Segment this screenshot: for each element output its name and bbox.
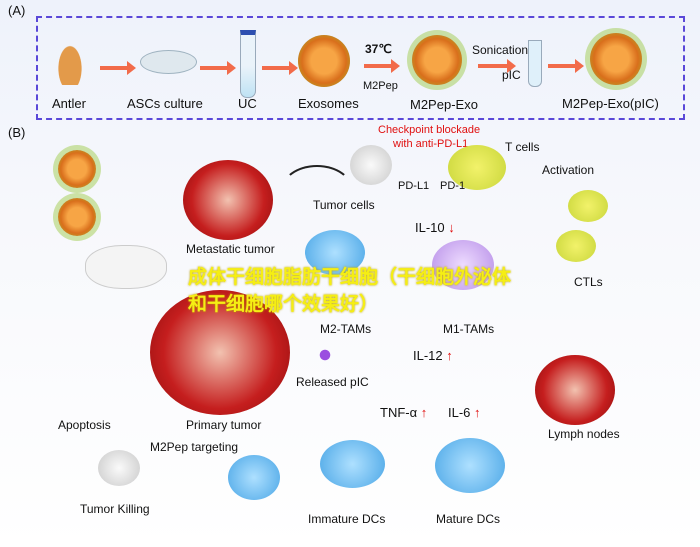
step-uc: UC bbox=[238, 96, 257, 111]
m2pep-exo-icon bbox=[412, 35, 462, 85]
deer-icon bbox=[50, 30, 90, 85]
exosome-icon bbox=[298, 35, 350, 87]
m2-tams-label: M2-TAMs bbox=[320, 322, 372, 336]
tube-icon bbox=[240, 30, 256, 98]
m2pep-targeting-label: M2Pep targeting bbox=[150, 440, 239, 454]
t-cells-label: T cells bbox=[505, 140, 540, 154]
arrow bbox=[100, 61, 136, 75]
tumor-killing-label: Tumor Killing bbox=[80, 502, 150, 516]
petri-dish-icon bbox=[140, 50, 197, 74]
anti-pd-l1-label: with anti-PD-L1 bbox=[393, 138, 469, 150]
panel-b-label: (B) bbox=[8, 125, 26, 140]
m1-tam-icon bbox=[432, 240, 494, 290]
lymph-node-icon bbox=[535, 355, 615, 425]
pic-particles-icon bbox=[305, 340, 345, 370]
immature-dcs-label: Immature DCs bbox=[308, 512, 386, 526]
primary-tumor-label: Primary tumor bbox=[186, 418, 262, 432]
eppendorf-tube-icon bbox=[528, 40, 542, 87]
m2pep-label: M2Pep bbox=[363, 80, 398, 92]
immature-dc-icon bbox=[320, 440, 385, 488]
arrow bbox=[548, 59, 584, 73]
pic-label: pIC bbox=[502, 68, 521, 82]
panel-a-box bbox=[36, 16, 685, 120]
il12-label: IL-12 ↑ bbox=[413, 348, 453, 363]
step-m2pep-exo: M2Pep-Exo bbox=[410, 97, 478, 112]
exosome-icon bbox=[58, 198, 96, 236]
pd-l1-label: PD-L1 bbox=[398, 180, 430, 192]
temperature-label: 37℃ bbox=[365, 42, 392, 56]
ctl-icon bbox=[568, 190, 608, 222]
primary-tumor-icon bbox=[150, 290, 290, 415]
arrow bbox=[478, 59, 516, 73]
mature-dcs-label: Mature DCs bbox=[436, 512, 501, 526]
checkpoint-label: Checkpoint blockade bbox=[378, 124, 481, 136]
mature-dc-icon bbox=[435, 438, 505, 493]
exosome-icon bbox=[58, 150, 96, 188]
lymph-nodes-label: Lymph nodes bbox=[548, 427, 620, 441]
apoptosis-label: Apoptosis bbox=[58, 418, 111, 432]
arrow bbox=[262, 61, 298, 75]
panel-a-label: (A) bbox=[8, 3, 26, 18]
m1-tams-label: M1-TAMs bbox=[443, 322, 495, 336]
step-m2pep-exo-pic: M2Pep-Exo(pIC) bbox=[562, 96, 659, 111]
arrow bbox=[364, 59, 400, 73]
released-pic-label: Released pIC bbox=[296, 375, 369, 389]
macrophage-icon bbox=[228, 455, 280, 500]
tumor-cell-icon bbox=[350, 145, 392, 185]
il6-label: IL-6 ↑ bbox=[448, 405, 481, 420]
watermark-overlay: 成体干细胞脂肪干细胞（干细胞外泌体和干细胞哪个效果好） bbox=[188, 267, 512, 315]
arrow bbox=[280, 165, 354, 219]
il10-label: IL-10 ↓ bbox=[415, 220, 455, 235]
m2-tam-icon bbox=[305, 230, 365, 275]
metastatic-tumor-label: Metastatic tumor bbox=[186, 242, 275, 256]
sonication-label: Sonication bbox=[472, 43, 529, 57]
t-cell-icon bbox=[448, 145, 506, 190]
mouse-icon bbox=[85, 245, 167, 289]
step-antler: Antler bbox=[52, 96, 86, 111]
ctl-icon bbox=[556, 230, 596, 262]
step-exosomes: Exosomes bbox=[298, 96, 359, 111]
dead-tumor-cell-icon bbox=[98, 450, 140, 486]
arrow bbox=[200, 61, 236, 75]
activation-label: Activation bbox=[542, 163, 595, 177]
m2pep-exo-pic-icon bbox=[590, 33, 642, 85]
ctls-label: CTLs bbox=[574, 275, 603, 289]
step-ascs-culture: ASCs culture bbox=[127, 96, 203, 111]
metastatic-tumor-icon bbox=[183, 160, 273, 240]
tnf-a-label: TNF-α ↑ bbox=[380, 405, 428, 420]
pd-1-label: PD-1 bbox=[440, 180, 466, 192]
